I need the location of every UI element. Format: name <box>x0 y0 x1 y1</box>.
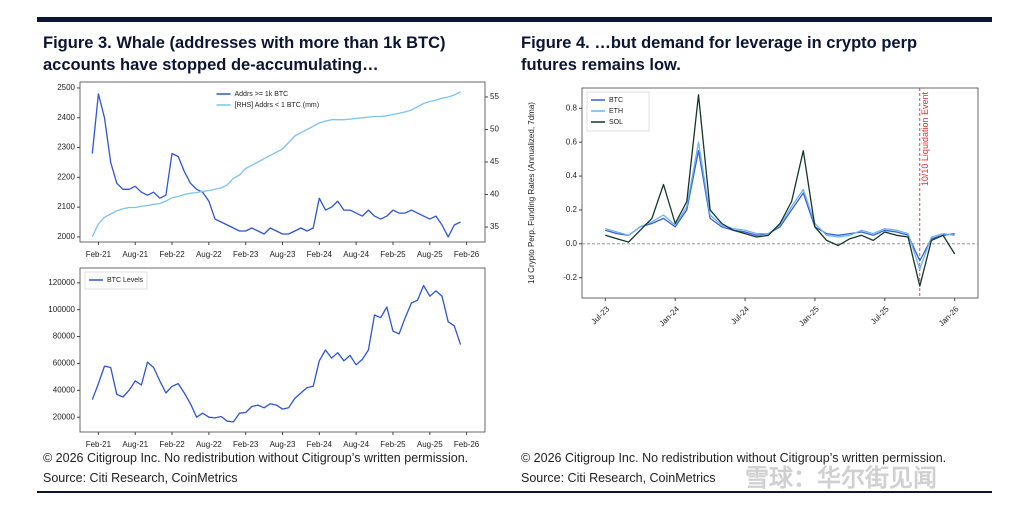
legend-box <box>212 86 353 114</box>
x-tick-label: Aug-25 <box>417 440 443 449</box>
x-tick-label: Feb-24 <box>307 440 333 449</box>
y2-tick-label: 55 <box>490 92 499 101</box>
legend-label: Addrs >= 1k BTC <box>235 91 289 98</box>
figure-title: Figure 3. Whale (addresses with more tha… <box>43 34 446 74</box>
legend-label: [RHS] Addrs < 1 BTC (mm) <box>235 102 320 109</box>
series-line <box>605 94 956 287</box>
x-tick-label: Feb-21 <box>86 250 112 259</box>
series-line <box>91 284 462 423</box>
series-line <box>605 141 955 270</box>
series-line <box>605 150 955 262</box>
bottom-rule <box>37 491 992 493</box>
y2-tick-label: 50 <box>490 125 499 134</box>
event-label: 10/10 Liquidation Event <box>920 92 930 187</box>
series-line <box>91 93 461 238</box>
x-tick-label: Feb-23 <box>233 440 259 449</box>
x-tick-label: Feb-22 <box>159 250 185 259</box>
x-tick-label: Feb-25 <box>380 250 406 259</box>
y-tick-label: 2500 <box>57 83 75 92</box>
y-tick-label: 0.6 <box>566 137 578 146</box>
legend-label: BTC Levels <box>107 277 144 284</box>
copyright-note: © 2026 Citigroup Inc. No redistribution … <box>521 451 947 465</box>
x-tick-label: Feb-26 <box>454 440 480 449</box>
x-tick-label: Aug-23 <box>270 440 296 449</box>
x-tick-label: Jan-25 <box>797 304 821 328</box>
x-tick-label: Aug-24 <box>343 440 369 449</box>
y-tick-label: 40000 <box>53 385 76 394</box>
y-tick-label: 2300 <box>57 143 75 152</box>
y-tick-label: 120000 <box>48 278 75 287</box>
y-tick-label: 0.4 <box>566 171 578 180</box>
legend-label: ETH <box>609 108 623 115</box>
x-tick-label: Feb-21 <box>86 440 112 449</box>
x-tick-label: Jul-24 <box>729 304 751 326</box>
x-tick-label: Jan-26 <box>937 304 961 328</box>
y-tick-label: 0.0 <box>566 239 578 248</box>
y-tick-label: 0.2 <box>566 205 578 214</box>
watermark: 雪球：华尔街见闻 <box>745 465 937 492</box>
legend-label: SOL <box>609 119 623 126</box>
top-rule <box>37 17 992 22</box>
y-tick-label: 60000 <box>53 359 76 368</box>
source-note: Source: Citi Research, CoinMetrics <box>43 471 238 485</box>
x-tick-label: Aug-21 <box>122 250 148 259</box>
chart: 20000 40000 60000 80000 100000 120000 Feb-21 Au… <box>48 267 486 449</box>
x-tick-label: Aug-24 <box>343 250 369 259</box>
x-tick-label: Jul-25 <box>869 304 891 326</box>
x-tick-label: Aug-25 <box>417 250 443 259</box>
x-tick-label: Feb-25 <box>380 440 406 449</box>
y-tick-label: 2200 <box>57 172 75 181</box>
chart: 2000 2100 2200 2300 2400 2500 35 40 45 50 55 Feb-21… <box>57 81 499 259</box>
y-tick-label: 2400 <box>57 113 75 122</box>
chart: -0.2 0.0 0.2 0.4 0.6 0.8 Jul-23 Jan-24 Jul-24 Jan… <box>527 87 979 328</box>
x-tick-label: Jul-23 <box>589 304 611 326</box>
x-tick-label: Jan-24 <box>657 304 681 328</box>
x-tick-label: Feb-23 <box>233 250 259 259</box>
x-tick-label: Feb-22 <box>159 440 185 449</box>
x-tick-label: Feb-26 <box>454 250 480 259</box>
series-line <box>91 91 461 238</box>
y2-tick-label: 35 <box>490 222 499 231</box>
x-tick-label: Feb-24 <box>307 250 333 259</box>
x-tick-label: Aug-23 <box>270 250 296 259</box>
copyright-note: © 2026 Citigroup Inc. No redistribution … <box>43 451 469 465</box>
legend-box <box>586 91 650 132</box>
y2-tick-label: 40 <box>490 190 499 199</box>
x-tick-label: Aug-21 <box>122 440 148 449</box>
y-tick-label: 80000 <box>53 332 76 341</box>
x-tick-label: Aug-22 <box>196 440 222 449</box>
figure-title: Figure 4. …but demand for leverage in cr… <box>521 34 918 74</box>
y2-tick-label: 45 <box>490 157 499 166</box>
y-axis-label: 1d Crypto Perp. Funding Rates (Annualize… <box>527 102 536 284</box>
plot-frame <box>79 267 486 433</box>
y-tick-label: 100000 <box>48 305 75 314</box>
y-tick-label: 2100 <box>57 202 75 211</box>
y-tick-label: 2000 <box>57 232 75 241</box>
y-tick-label: -0.2 <box>563 273 577 282</box>
source-note: Source: Citi Research, CoinMetrics <box>521 471 716 485</box>
plot-frame <box>581 87 979 299</box>
x-tick-label: Aug-22 <box>196 250 222 259</box>
legend-label: BTC <box>609 97 623 104</box>
y-tick-label: 20000 <box>53 412 76 421</box>
y-tick-label: 0.8 <box>566 103 578 112</box>
legend-box <box>84 271 148 290</box>
